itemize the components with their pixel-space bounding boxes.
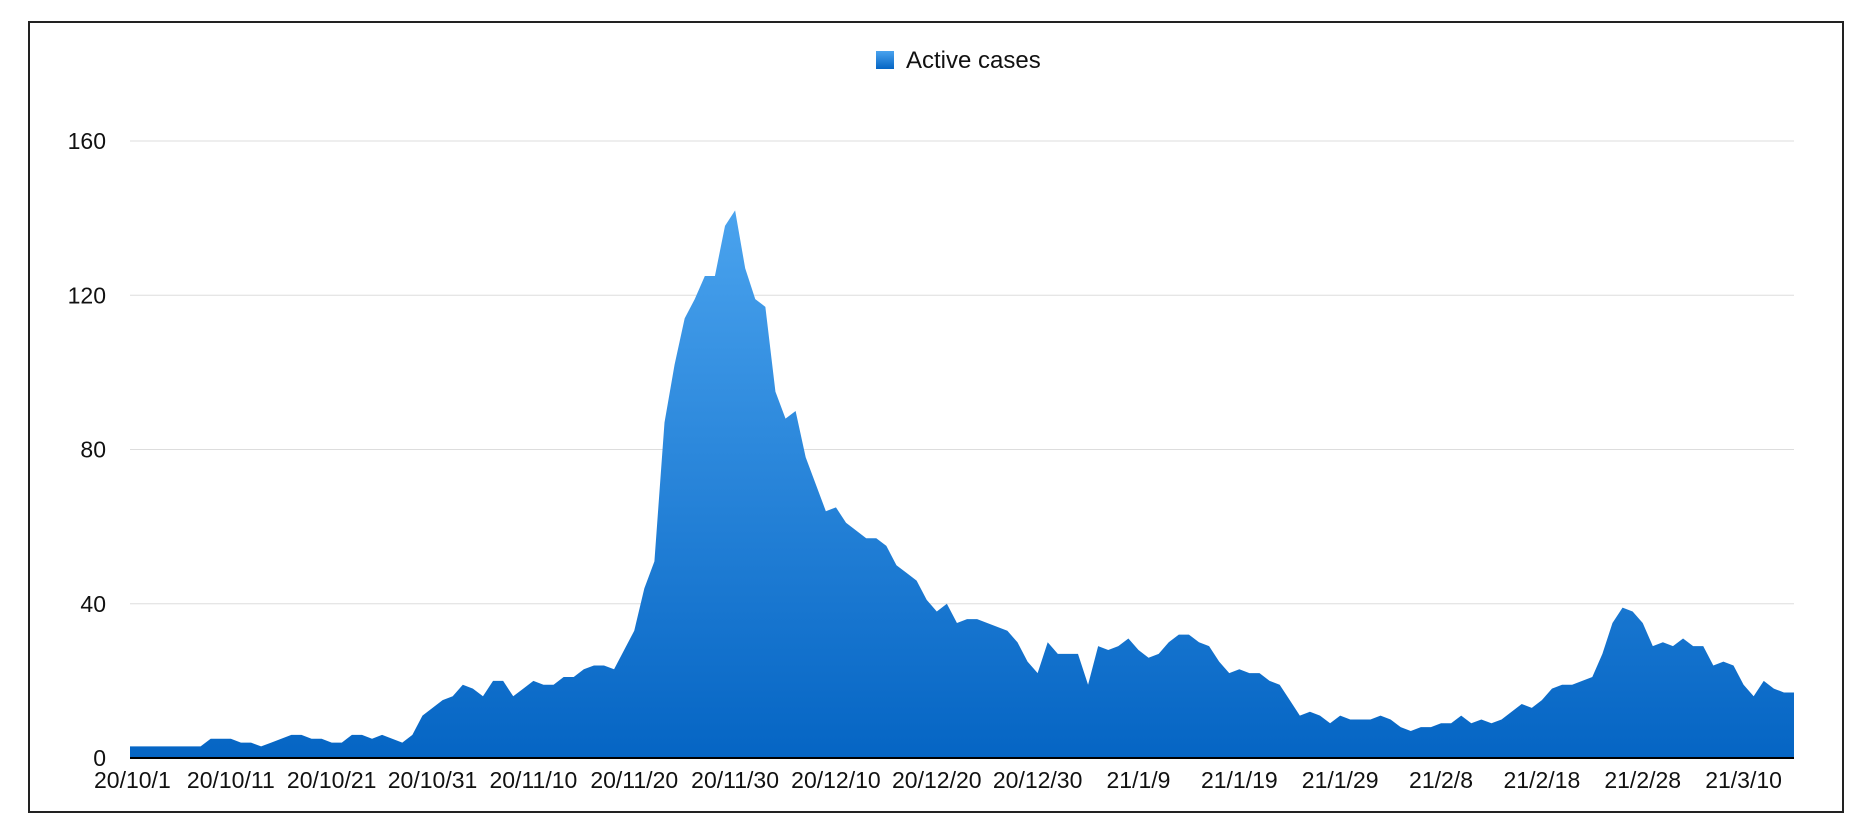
- x-tick-label: 20/10/21: [287, 767, 377, 793]
- x-tick-label: 21/2/28: [1604, 767, 1681, 793]
- x-tick-label: 21/1/19: [1201, 767, 1278, 793]
- y-axis-ticks: 0 40 80 120 160: [68, 128, 106, 771]
- x-tick-label: 20/12/10: [791, 767, 881, 793]
- x-tick-label: 21/3/10: [1705, 767, 1782, 793]
- y-tick-label: 0: [93, 745, 106, 771]
- y-tick-label: 40: [80, 591, 106, 617]
- legend-swatch-active-cases: [876, 51, 894, 69]
- x-tick-label: 21/2/18: [1504, 767, 1581, 793]
- y-tick-label: 80: [80, 437, 106, 463]
- legend-label-active-cases: Active cases: [906, 47, 1041, 74]
- x-tick-label: 20/11/20: [590, 767, 678, 793]
- chart-frame: 0 40 80 120 160 20/10/1 20/10/11 20/10/21 20/10…: [28, 21, 1844, 813]
- x-tick-label: 21/2/8: [1409, 767, 1473, 793]
- y-tick-label: 120: [68, 282, 106, 308]
- x-tick-label: 20/11/30: [691, 767, 779, 793]
- legend: Active cases: [876, 47, 1041, 74]
- x-tick-label: 20/12/20: [892, 767, 982, 793]
- grid-lines: [130, 140, 1794, 605]
- x-tick-label: 20/10/1: [94, 767, 171, 793]
- x-tick-label: 20/10/31: [388, 767, 478, 793]
- x-tick-label: 21/1/9: [1107, 767, 1171, 793]
- x-tick-label: 20/11/10: [489, 767, 577, 793]
- area-series-active-cases: [130, 210, 1794, 758]
- x-tick-label: 20/12/30: [993, 767, 1083, 793]
- y-tick-label: 160: [68, 128, 106, 154]
- x-axis-ticks: 20/10/1 20/10/11 20/10/21 20/10/31 20/11/10 2…: [94, 767, 1782, 793]
- x-tick-label: 20/10/11: [187, 767, 275, 793]
- x-tick-label: 21/1/29: [1302, 767, 1379, 793]
